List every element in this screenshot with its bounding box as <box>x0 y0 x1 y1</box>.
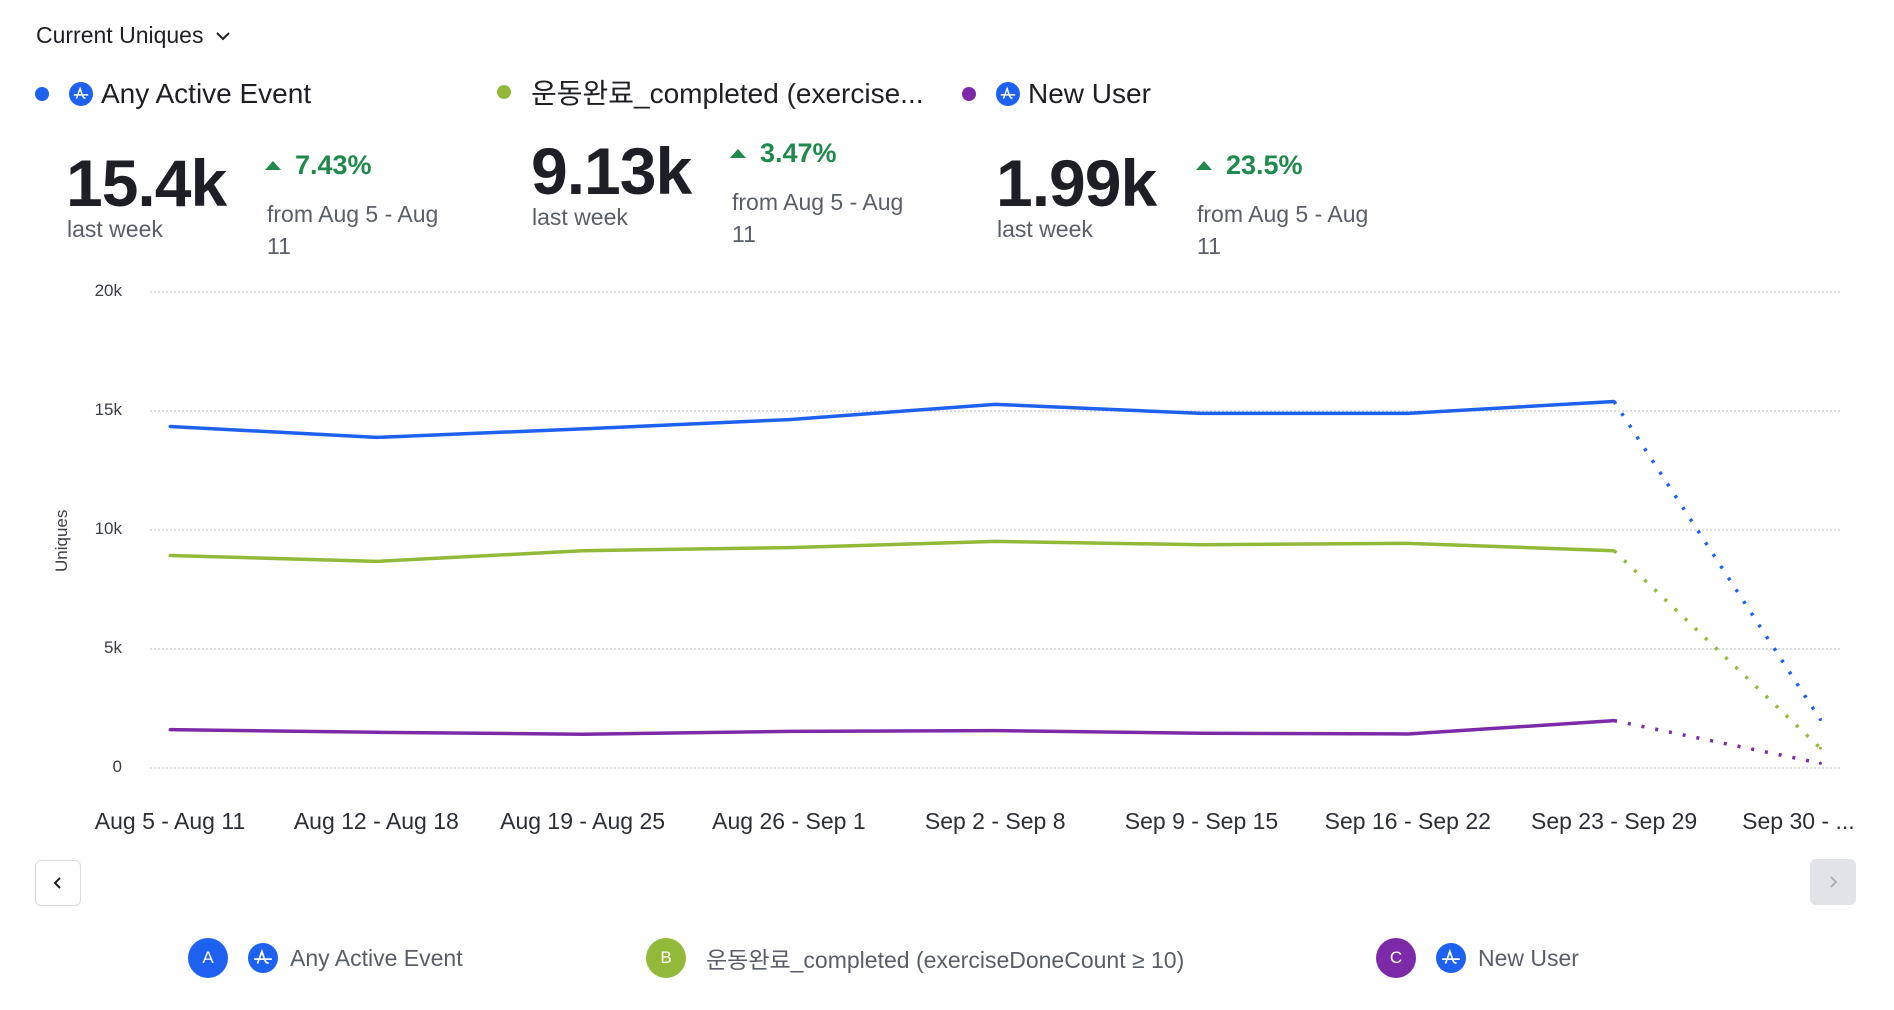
data-point[interactable] <box>1406 411 1410 415</box>
series-color-dot <box>497 85 511 99</box>
data-point[interactable] <box>581 732 585 736</box>
chevron-down-icon <box>216 31 231 40</box>
series-line-1 <box>169 539 1615 564</box>
series-line-0 <box>169 399 1615 440</box>
summary-change-value: 3.47% <box>760 138 837 168</box>
series-badge: A <box>188 938 228 978</box>
summary-value: 9.13k <box>531 134 692 208</box>
series-badge: B <box>646 938 686 978</box>
legend-item-c[interactable]: C New User <box>1376 938 1579 978</box>
data-point[interactable] <box>168 424 172 428</box>
y-tick-label: 5k <box>104 638 122 657</box>
data-point[interactable] <box>1200 731 1203 735</box>
y-tick-label: 0 <box>112 757 122 776</box>
x-tick-label: Sep 2 - Sep 8 <box>924 808 1066 834</box>
summary-value: 15.4k <box>66 146 227 220</box>
legend-item-b[interactable]: B 운동완료_completed (exerciseDoneCount ≥ 10… <box>646 938 1184 978</box>
summary-change-value: 7.43% <box>295 150 372 180</box>
x-tick-label: Sep 23 - Sep 29 <box>1530 808 1698 834</box>
data-point[interactable] <box>993 729 997 733</box>
series-color-dot <box>35 87 49 101</box>
amplitude-event-icon <box>1436 943 1466 973</box>
data-point[interactable] <box>787 418 791 422</box>
x-tick-label: Sep 30 - ... <box>1742 808 1855 834</box>
series-badge: C <box>1376 938 1416 978</box>
summary-series-new-user: New User <box>962 78 1151 110</box>
data-point[interactable] <box>1818 746 1822 750</box>
amplitude-event-icon <box>996 82 1020 106</box>
data-point[interactable] <box>1818 718 1822 722</box>
data-point[interactable] <box>787 729 791 733</box>
summary-period: last week <box>997 216 1093 242</box>
series-incomplete-segment-0 <box>1612 400 1822 721</box>
data-point[interactable] <box>374 730 378 734</box>
data-point[interactable] <box>1406 732 1410 736</box>
data-point[interactable] <box>1612 719 1616 723</box>
x-tick-label: Sep 9 - Sep 15 <box>1124 808 1279 834</box>
series-incomplete-segment-1 <box>1612 549 1822 750</box>
metric-selector-dropdown[interactable]: Current Uniques <box>36 22 233 49</box>
y-tick-label: 15k <box>94 400 122 419</box>
trend-up-icon <box>265 161 281 170</box>
y-tick-label: 10k <box>94 519 122 538</box>
x-tick-label: Aug 26 - Sep 1 <box>712 808 866 834</box>
data-point[interactable] <box>787 546 791 550</box>
data-point[interactable] <box>1612 399 1616 403</box>
legend-label: New User <box>1478 944 1579 971</box>
series-line-2 <box>169 718 1615 736</box>
summary-change: 23.5% <box>1196 150 1303 181</box>
data-point[interactable] <box>993 402 997 406</box>
summary-change: 7.43% <box>265 150 372 181</box>
summary-period: last week <box>67 216 163 242</box>
data-point[interactable] <box>581 427 585 431</box>
data-point[interactable] <box>374 435 378 439</box>
data-point[interactable] <box>1818 761 1822 765</box>
amplitude-event-icon <box>69 82 93 106</box>
data-point[interactable] <box>168 728 172 732</box>
data-point[interactable] <box>1612 549 1616 553</box>
next-page-button[interactable] <box>1810 859 1856 905</box>
legend-label: 운동완료_completed (exerciseDoneCount ≥ 10) <box>706 947 1185 973</box>
summary-series-exercise-completed: 운동완료_completed (exercise... <box>497 72 924 112</box>
summary-comparison-period: from Aug 5 - Aug 11 <box>732 189 904 247</box>
data-point[interactable] <box>168 553 172 557</box>
summary-value: 1.99k <box>996 146 1157 220</box>
summary-series-name: 운동완료_completed (exercise... <box>531 78 924 109</box>
summary-period: last week <box>532 204 628 230</box>
data-point[interactable] <box>1406 541 1410 545</box>
summary-series-name: New User <box>1028 78 1151 109</box>
data-point[interactable] <box>1200 543 1203 547</box>
series-incomplete-segment-2 <box>1613 718 1821 765</box>
chevron-right-icon <box>1830 876 1838 888</box>
x-tick-label: Aug 12 - Aug 18 <box>293 808 459 834</box>
x-tick-label: Sep 16 - Sep 22 <box>1324 808 1491 834</box>
trend-up-icon <box>1196 161 1212 170</box>
previous-page-button[interactable] <box>35 860 81 906</box>
x-tick-label: Aug 19 - Aug 25 <box>500 808 666 834</box>
series-color-dot <box>962 87 976 101</box>
x-tick-label: Aug 5 - Aug 11 <box>94 808 246 834</box>
legend-item-a[interactable]: A Any Active Event <box>188 938 463 978</box>
metric-selector-label: Current Uniques <box>36 22 204 48</box>
summary-comparison-period: from Aug 5 - Aug 11 <box>267 201 439 259</box>
data-point[interactable] <box>1200 411 1203 415</box>
chevron-left-icon <box>53 877 61 889</box>
summary-series-any-active-event: Any Active Event <box>35 78 311 110</box>
legend-label: Any Active Event <box>290 944 463 971</box>
summary-comparison-period: from Aug 5 - Aug 11 <box>1197 201 1369 259</box>
data-point[interactable] <box>374 559 378 563</box>
trend-up-icon <box>730 149 746 158</box>
summary-change: 3.47% <box>730 138 837 169</box>
summary-change-value: 23.5% <box>1226 150 1303 180</box>
summary-series-name: Any Active Event <box>101 78 312 109</box>
y-tick-label: 20k <box>94 281 122 300</box>
amplitude-event-icon <box>248 943 278 973</box>
data-point[interactable] <box>581 549 585 553</box>
data-point[interactable] <box>993 539 997 543</box>
